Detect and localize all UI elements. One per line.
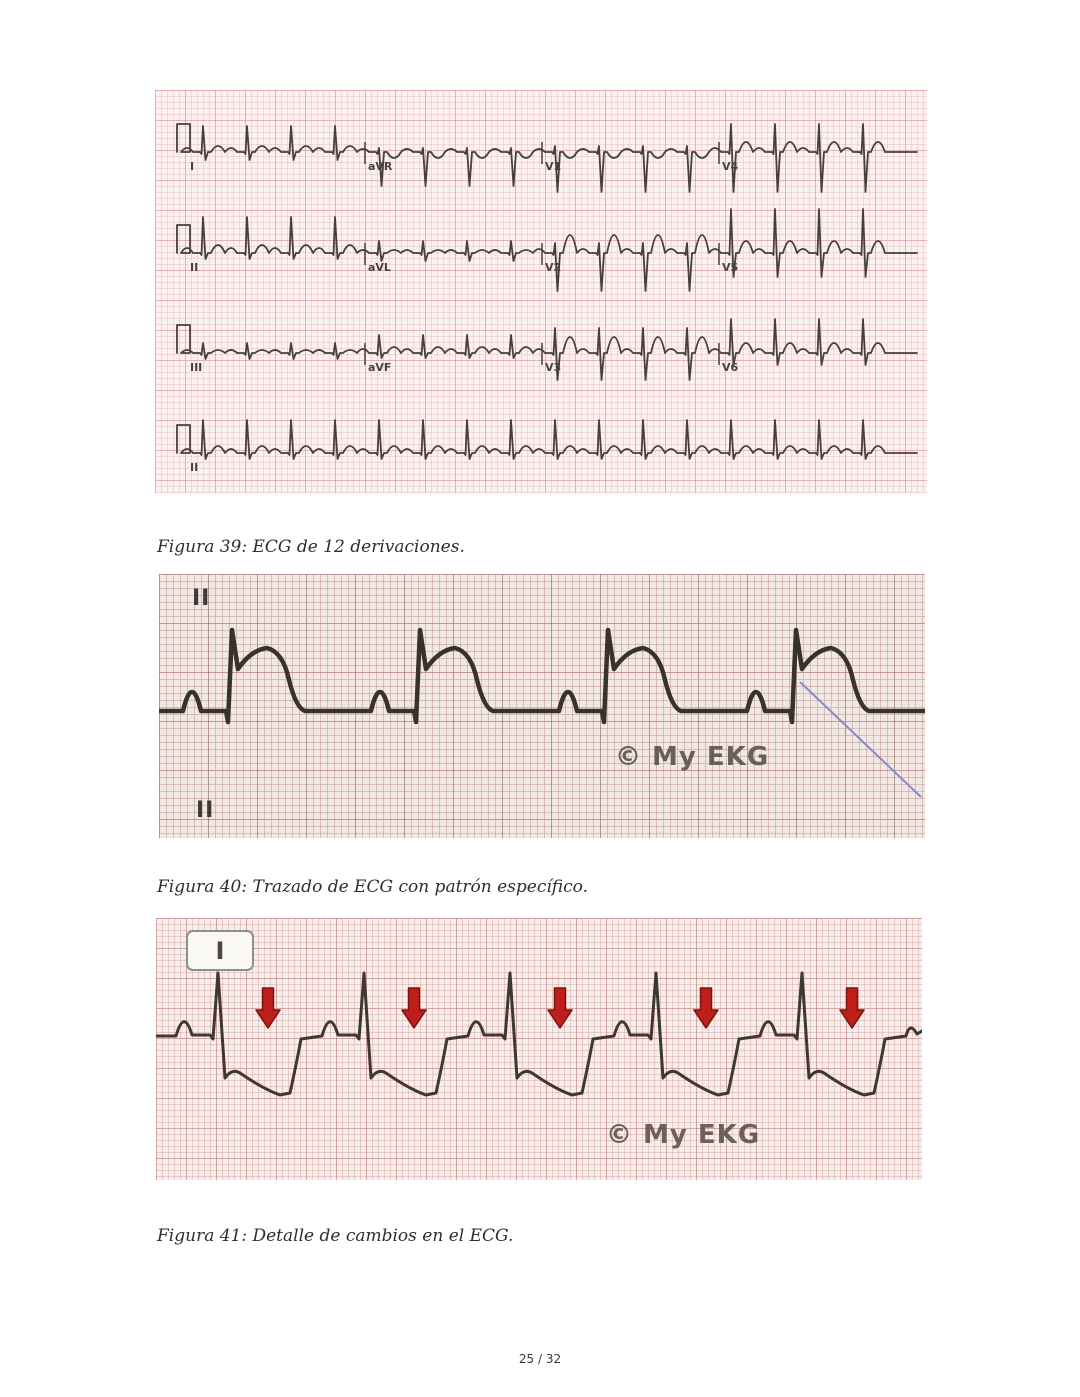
lead-label-II-bottom: II [196, 798, 215, 823]
lead-label-I: I [190, 160, 195, 173]
lead-label-V5: V5 [722, 261, 739, 274]
st-change-arrow-icon [547, 987, 573, 1029]
page-number: 25 / 32 [518, 1352, 562, 1366]
lead-label-II: II [190, 261, 199, 274]
st-change-arrow-icon [401, 987, 427, 1029]
st-change-arrow-icon [255, 987, 281, 1029]
figure-ecg-st-depression: I © My EKG [156, 918, 922, 1180]
my-ekg-watermark: © My EKG [606, 1120, 761, 1150]
lead-label-box: I [186, 930, 254, 971]
lead-label-aVF: aVF [368, 361, 392, 374]
ecg-st-depression-trace [156, 971, 922, 1097]
lead-label-V3: V3 [545, 361, 562, 374]
lead-label-aVL: aVL [368, 261, 391, 274]
lead-label-V1: V1 [545, 160, 562, 173]
lead-label-I: I [215, 936, 225, 965]
pointer-line [799, 681, 922, 798]
lead-label-V4: V4 [722, 160, 739, 173]
figure-41-caption: Figura 41: Detalle de cambios en el ECG. [157, 1226, 514, 1246]
lead-label-V2: V2 [545, 261, 562, 274]
lead-label-V6: V6 [722, 361, 739, 374]
figure-ecg-st-elevation: II II © My EKG [159, 574, 925, 838]
ecg-12-lead-trace [176, 123, 918, 460]
figure-40-caption: Figura 40: Trazado de ECG con patrón esp… [157, 877, 589, 897]
my-ekg-watermark: © My EKG [615, 742, 770, 772]
lead-label-III: III [190, 361, 203, 374]
ecg-st-elevation-trace [159, 627, 925, 798]
lead-label-aVR: aVR [368, 160, 393, 173]
st-change-arrow-icon [693, 987, 719, 1029]
lead-label-II: II [190, 461, 199, 474]
st-change-arrow-icon [839, 987, 865, 1029]
lead-label-II-top: II [192, 586, 211, 611]
figure-39-caption: Figura 39: ECG de 12 derivaciones. [157, 537, 465, 557]
